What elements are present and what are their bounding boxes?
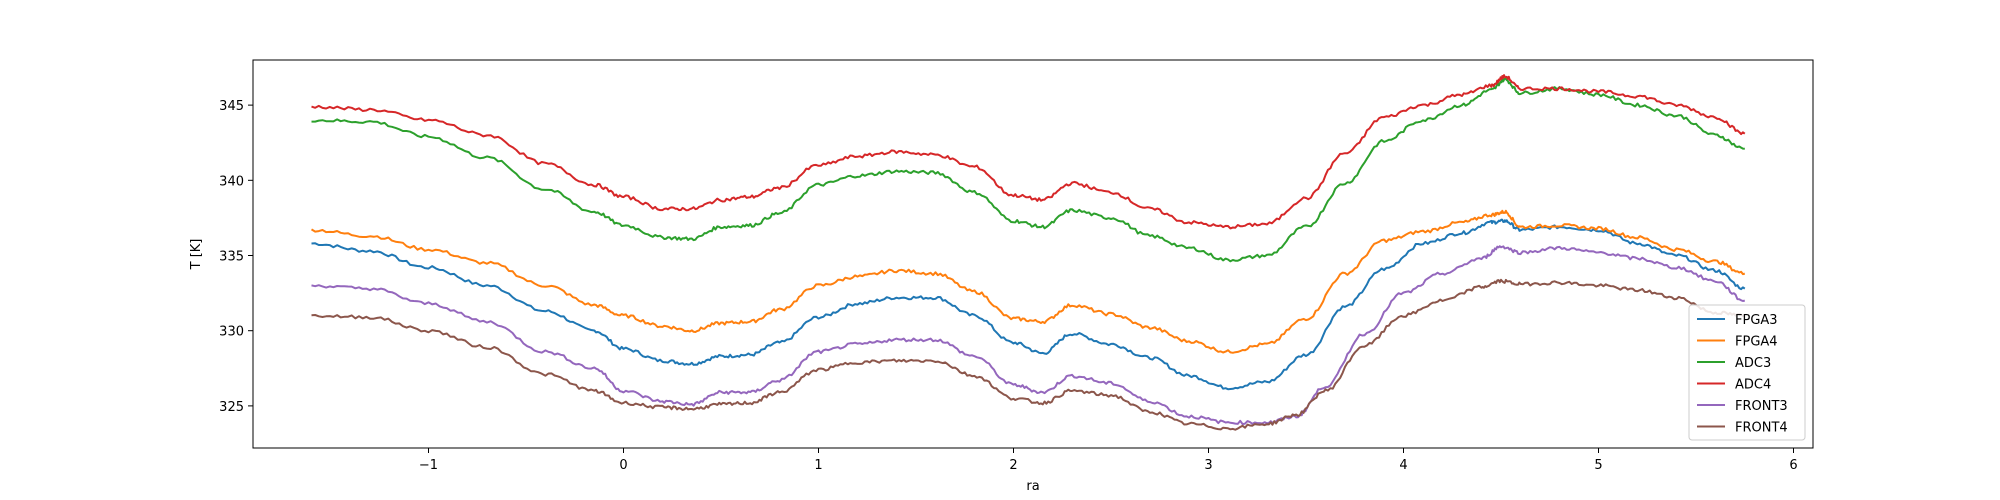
series-line-fpga4 [310, 209, 1746, 354]
x-tick-label: 0 [619, 458, 627, 473]
x-tick-label: 6 [1789, 458, 1797, 473]
x-tick-label: −1 [419, 458, 438, 473]
y-tick-label: 330 [219, 325, 244, 340]
legend-label-fpga4: FPGA4 [1735, 335, 1778, 350]
y-axis-label: T [K] [189, 239, 204, 271]
legend-label-adc3: ADC3 [1735, 356, 1771, 371]
legend-label-front3: FRONT3 [1735, 399, 1788, 414]
series-line-adc3 [311, 77, 1745, 263]
x-tick-label: 4 [1399, 458, 1407, 473]
legend-box [1688, 304, 1806, 441]
x-tick-label: 1 [814, 458, 822, 473]
y-tick-label: 345 [219, 99, 244, 114]
x-tick-label: 5 [1594, 458, 1602, 473]
x-tick-label: 2 [1009, 458, 1017, 473]
series-line-front4 [311, 278, 1745, 431]
series-line-adc4 [311, 74, 1746, 230]
series-line-fpga3 [311, 218, 1746, 391]
y-tick-label: 325 [219, 400, 244, 415]
legend: FPGA3 FPGA4 ADC3 ADC4 FRONT3 FRONT4 [1688, 304, 1806, 441]
plot-frame [252, 59, 1814, 449]
y-tick-label: 340 [219, 174, 244, 189]
legend-label-fpga3: FPGA3 [1735, 313, 1778, 328]
x-axis-label: ra [1026, 479, 1039, 494]
legend-label-adc4: ADC4 [1735, 378, 1771, 393]
y-tick-label: 335 [219, 250, 244, 265]
series-lines [310, 74, 1746, 431]
x-tick-label: 3 [1204, 458, 1212, 473]
series-line-front3 [311, 245, 1746, 426]
legend-label-front4: FRONT4 [1735, 421, 1788, 436]
